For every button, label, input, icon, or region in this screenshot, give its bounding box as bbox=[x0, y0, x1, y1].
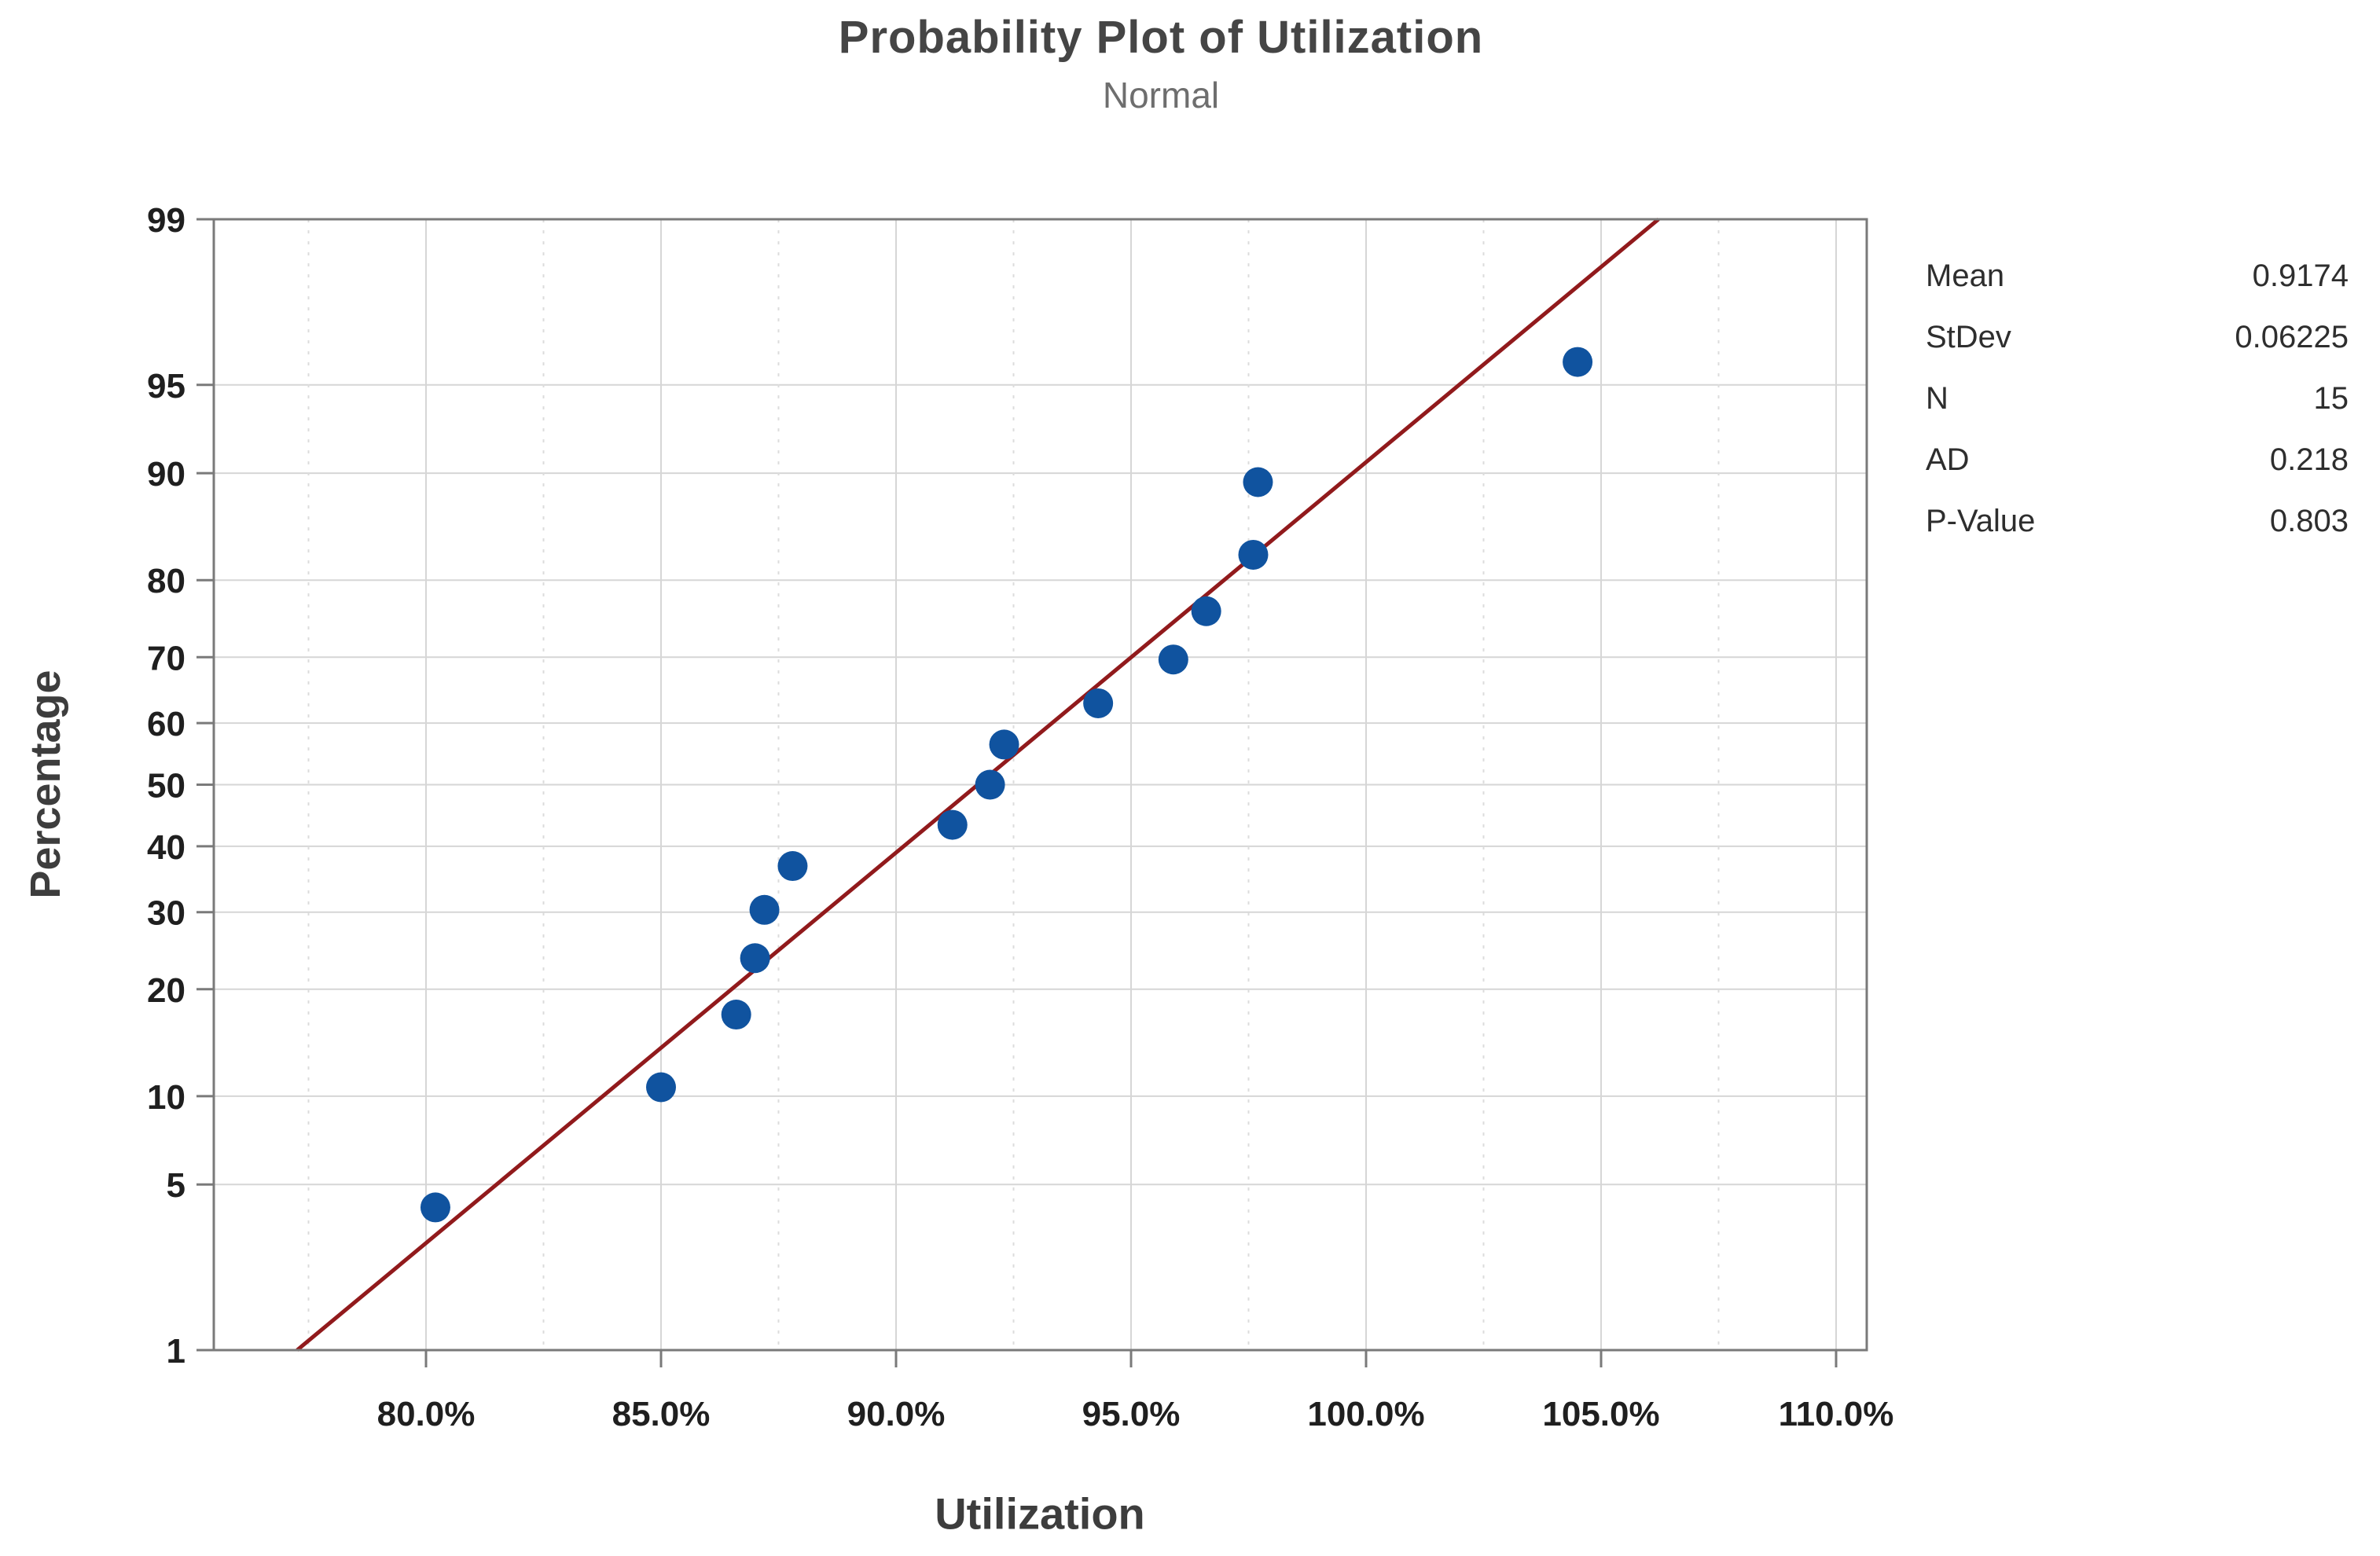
stat-label: P-Value bbox=[1926, 503, 2036, 538]
y-tick-label: 10 bbox=[147, 1078, 185, 1117]
y-tick-label: 80 bbox=[147, 562, 185, 600]
stat-label: AD bbox=[1926, 442, 1970, 477]
data-point bbox=[989, 729, 1019, 760]
chart-title: Probability Plot of Utilization bbox=[838, 12, 1484, 63]
x-axis-title: Utilization bbox=[935, 1488, 1145, 1539]
stat-row-ad: AD 0.218 bbox=[1926, 429, 2349, 490]
x-tick-label: 105.0% bbox=[1542, 1395, 1659, 1433]
y-tick-label: 30 bbox=[147, 894, 185, 933]
stat-value: 0.06225 bbox=[2235, 319, 2349, 354]
y-tick-label: 99 bbox=[147, 201, 185, 240]
data-point bbox=[1191, 596, 1221, 626]
plot-frame bbox=[212, 218, 1868, 1352]
x-tick-label: 80.0% bbox=[377, 1395, 476, 1433]
stat-row-mean: Mean 0.9174 bbox=[1926, 245, 2349, 306]
data-point bbox=[1243, 467, 1273, 497]
stat-label: StDev bbox=[1926, 319, 2011, 354]
data-point bbox=[420, 1192, 450, 1223]
chart-subtitle: Normal bbox=[1102, 75, 1220, 116]
stat-value: 0.9174 bbox=[2252, 258, 2349, 293]
x-tick-label: 110.0% bbox=[1779, 1395, 1894, 1433]
y-tick-label: 50 bbox=[147, 767, 185, 806]
y-tick-label: 1 bbox=[167, 1332, 185, 1371]
x-tick-label: 100.0% bbox=[1307, 1395, 1424, 1433]
data-point bbox=[721, 1000, 751, 1030]
stat-value: 15 bbox=[2313, 380, 2349, 416]
stat-label: Mean bbox=[1926, 258, 2005, 293]
stat-row-pvalue: P-Value 0.803 bbox=[1926, 490, 2349, 552]
x-tick-label: 95.0% bbox=[1082, 1395, 1181, 1433]
y-tick-label: 70 bbox=[147, 639, 185, 677]
data-point bbox=[749, 894, 780, 925]
stat-label: N bbox=[1926, 380, 1948, 416]
data-point bbox=[1563, 347, 1593, 377]
data-point bbox=[937, 809, 968, 840]
data-point bbox=[1238, 539, 1269, 570]
y-tick-label: 95 bbox=[147, 367, 185, 406]
x-tick-label: 90.0% bbox=[847, 1395, 946, 1433]
stats-legend: Mean 0.9174 StDev 0.06225 N 15 AD 0.218 … bbox=[1926, 245, 2349, 552]
data-point bbox=[1158, 644, 1188, 675]
y-tick-label: 90 bbox=[147, 455, 185, 494]
stat-row-stdev: StDev 0.06225 bbox=[1926, 306, 2349, 368]
y-tick-label: 5 bbox=[167, 1166, 185, 1205]
y-tick-label: 60 bbox=[147, 705, 185, 743]
stat-value: 0.218 bbox=[2269, 442, 2349, 477]
data-point bbox=[777, 851, 808, 882]
y-axis-title: Percentage bbox=[22, 670, 69, 899]
data-point bbox=[646, 1072, 676, 1103]
stat-value: 0.803 bbox=[2269, 503, 2349, 538]
stat-row-n: N 15 bbox=[1926, 368, 2349, 429]
data-point bbox=[740, 943, 770, 974]
data-point bbox=[1083, 688, 1114, 718]
y-tick-label: 40 bbox=[147, 828, 185, 867]
y-tick-label: 20 bbox=[147, 971, 185, 1010]
data-point bbox=[975, 769, 1005, 800]
x-tick-label: 85.0% bbox=[612, 1395, 711, 1433]
